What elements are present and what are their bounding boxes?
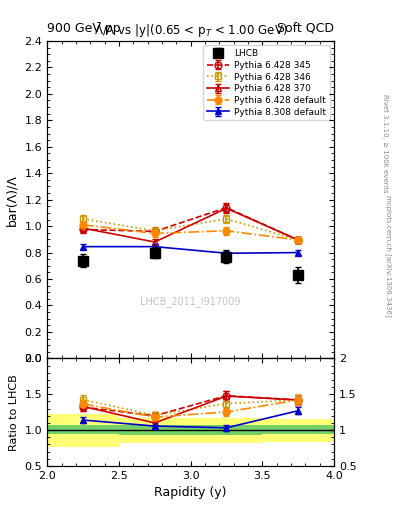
Text: mcplots.cern.ch [arXiv:1306.3436]: mcplots.cern.ch [arXiv:1306.3436] [386,195,392,317]
Y-axis label: bar(Λ)/Λ: bar(Λ)/Λ [6,174,19,226]
Legend: LHCB, Pythia 6.428 345, Pythia 6.428 346, Pythia 6.428 370, Pythia 6.428 default: LHCB, Pythia 6.428 345, Pythia 6.428 346… [203,46,330,120]
Text: 900 GeV pp: 900 GeV pp [47,22,121,35]
Text: Rivet 3.1.10, ≥ 100k events: Rivet 3.1.10, ≥ 100k events [382,94,388,193]
Y-axis label: Ratio to LHCB: Ratio to LHCB [9,374,19,451]
X-axis label: Rapidity (y): Rapidity (y) [154,486,227,499]
Text: LHCB_2011_I917009: LHCB_2011_I917009 [140,296,241,307]
Text: Soft QCD: Soft QCD [277,22,334,35]
Title: $\bar{\Lambda}/\Lambda$ vs |y|(0.65 < p$_T$ < 1.00 GeV): $\bar{\Lambda}/\Lambda$ vs |y|(0.65 < p$… [94,22,287,40]
